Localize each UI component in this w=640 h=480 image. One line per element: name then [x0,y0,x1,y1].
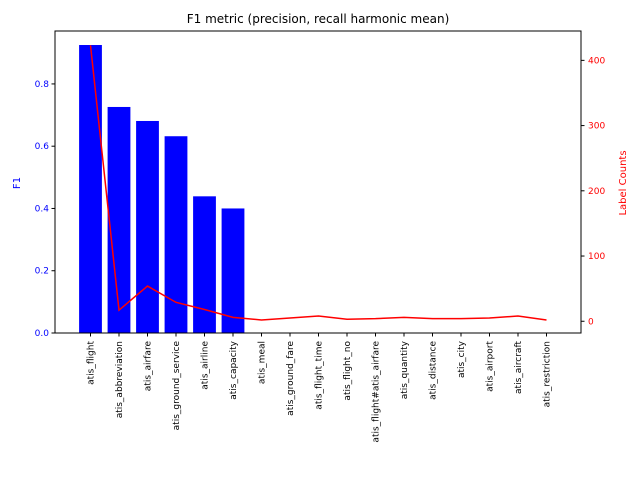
x-tick-label: atis_abbreviation [115,341,125,418]
x-tick-label: atis_flight_no [343,341,353,401]
x-tick-label: atis_airfare [144,341,154,392]
y2-tick-label: 200 [588,187,605,197]
x-tick-label: atis_quantity [400,340,410,399]
y-tick-label: 0.0 [35,329,50,339]
chart-title: F1 metric (precision, recall harmonic me… [187,12,450,26]
y-tick-label: 0.8 [35,80,50,90]
x-tick-label: atis_airport [486,341,496,392]
y-tick-label: 0.2 [35,267,49,277]
y-tick-label: 0.6 [35,142,50,152]
y-tick-label: 0.4 [35,204,50,214]
y2-tick-label: 100 [588,252,605,262]
x-tick-label: atis_ground_fare [286,341,296,416]
bar-atis_abbreviation [107,106,131,333]
y2-tick-label: 400 [588,56,605,66]
y2-tick-label: 300 [588,122,605,132]
x-tick-label: atis_flight [87,341,97,385]
y2-tick-label: 0 [588,317,594,327]
x-tick-label: atis_capacity [229,340,239,399]
x-tick-label: atis_distance [429,341,439,400]
x-tick-label: atis_aircraft [514,341,524,394]
bar-series [79,45,245,333]
plot-frame [54,30,582,334]
x-tick-label: atis_restriction [543,341,553,407]
bar-atis_airfare [136,120,159,333]
right-y-axis: 0 100 200 300 400 [581,56,605,327]
bar-atis_ground_service [164,136,188,333]
bar-atis_flight [79,45,102,333]
label-counts-line [89,45,547,321]
x-tick-label: atis_flight_time [315,341,325,410]
left-y-axis: 0.0 0.2 0.4 0.6 0.8 [35,80,55,339]
x-tick-label: atis_city [457,340,467,378]
x-tick-label: atis_meal [258,341,268,384]
x-tick-label: atis_flight#atis_airfare [372,341,382,443]
x-tick-label: atis_ground_service [172,341,182,431]
y2-axis-label: Label Counts [618,150,629,215]
y-axis-label: F1 [12,177,23,189]
bar-atis_capacity [221,208,245,333]
x-tick-label: atis_airline [201,341,211,390]
x-axis: atis_flight atis_abbreviation atis_airfare… [87,333,553,443]
line-series [89,45,547,321]
bar-atis_airline [193,196,216,333]
